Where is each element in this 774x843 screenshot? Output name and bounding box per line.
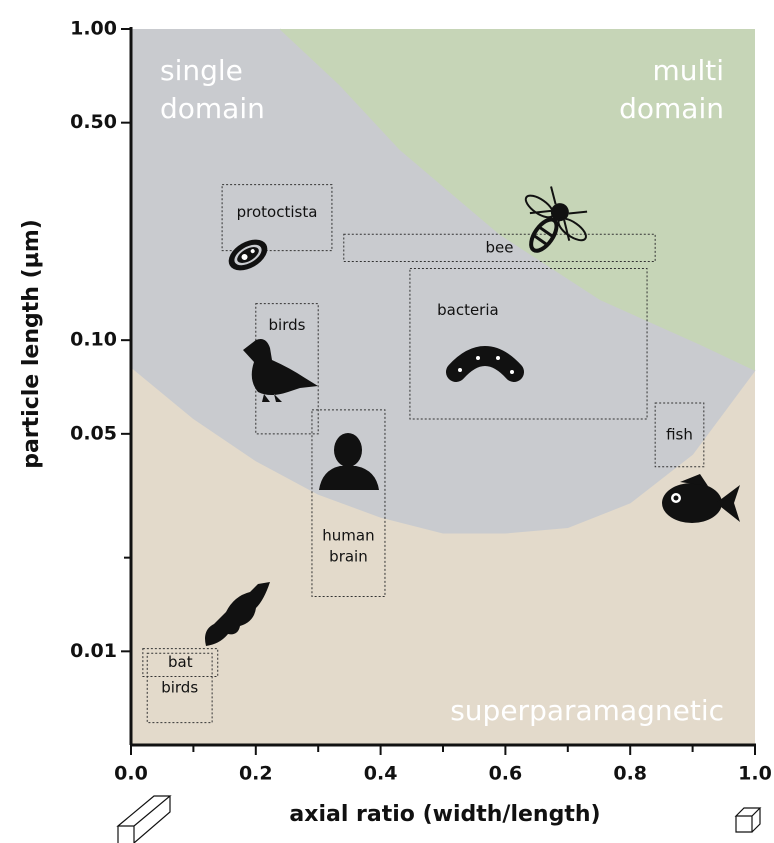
plot-area: superparamagnetic single domain multi domain… [19,18,772,828]
y-tick-label: 0.05 [70,422,117,444]
x-tick-label: 0.2 [239,763,273,785]
box-label: protoctista [237,203,318,221]
x-tick-label: 1.0 [738,763,772,785]
box-label: human [322,526,374,544]
box-label: fish [666,425,693,443]
region-label: superparamagnetic [450,694,724,727]
cube-icon [736,808,760,832]
box-label: bee [485,238,513,256]
box-label: birds [161,678,198,696]
region-label: domain [160,92,265,125]
y-tick-label: 1.00 [70,18,117,40]
y-axis-title: particle length (µm) [19,219,44,469]
region-label: domain [619,92,724,125]
box-label: bacteria [437,301,499,319]
region-label: single [160,54,243,87]
y-tick-label: 0.50 [70,111,117,133]
chart: superparamagnetic single domain multi domain… [0,0,774,843]
box-label: bat [168,653,193,671]
x-tick-label: 0.0 [114,763,148,785]
region-label: multi [652,54,724,87]
elongated-prism-icon [118,796,170,843]
box-label: brain [329,547,368,565]
x-tick-label: 0.4 [364,763,398,785]
y-tick-label: 0.01 [70,640,117,662]
x-tick-label: 0.6 [489,763,523,785]
y-tick-label: 0.10 [70,329,117,351]
x-tick-label: 0.8 [613,763,647,785]
x-axis-title: axial ratio (width/length) [289,802,600,827]
box-label: birds [269,316,306,334]
